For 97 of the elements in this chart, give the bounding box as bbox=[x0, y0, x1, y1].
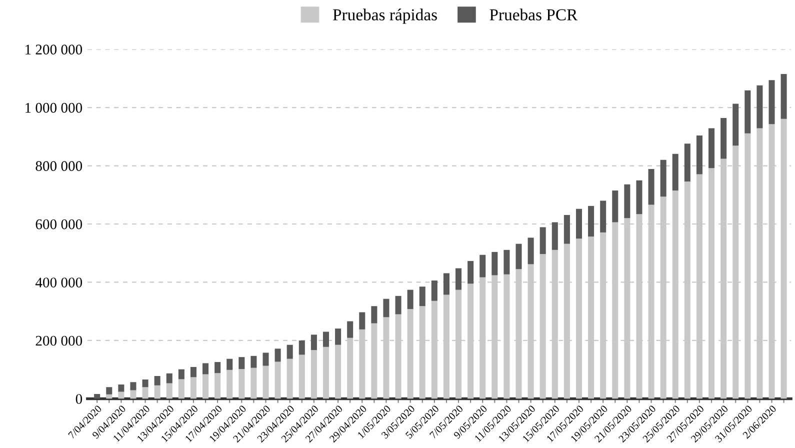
bar bbox=[190, 377, 196, 399]
bar bbox=[516, 244, 522, 270]
bar bbox=[298, 354, 305, 399]
bar bbox=[166, 383, 172, 399]
y-tick-label: 1 200 000 bbox=[26, 44, 82, 54]
bar bbox=[528, 238, 534, 264]
legend-label: Pruebas rápidas bbox=[332, 8, 437, 24]
bar bbox=[262, 366, 269, 399]
bar bbox=[347, 321, 354, 338]
bar bbox=[780, 74, 787, 119]
legend-label: Pruebas PCR bbox=[490, 8, 578, 20]
bar bbox=[335, 344, 342, 399]
bar bbox=[322, 332, 330, 347]
bar bbox=[250, 368, 257, 399]
bar bbox=[94, 394, 100, 399]
bar bbox=[190, 366, 196, 378]
bar bbox=[612, 222, 618, 399]
bar bbox=[780, 118, 787, 399]
y-tick-label: 600 000 bbox=[36, 219, 82, 230]
bar bbox=[178, 379, 184, 399]
bar bbox=[540, 254, 546, 399]
bar bbox=[431, 280, 438, 301]
bar bbox=[708, 128, 715, 168]
bar bbox=[226, 358, 233, 370]
bar bbox=[154, 385, 160, 399]
bar bbox=[238, 369, 245, 399]
bar bbox=[576, 238, 582, 399]
bar bbox=[708, 168, 715, 399]
bar bbox=[456, 268, 462, 290]
bar bbox=[202, 363, 209, 374]
bar bbox=[371, 306, 378, 324]
bar bbox=[744, 90, 751, 134]
bar bbox=[262, 352, 269, 366]
bar bbox=[407, 309, 414, 399]
bar bbox=[648, 168, 654, 205]
bar bbox=[696, 135, 702, 174]
bar bbox=[732, 104, 739, 146]
bar bbox=[214, 373, 221, 399]
bar bbox=[130, 382, 136, 390]
bar bbox=[274, 348, 281, 362]
bar bbox=[564, 214, 570, 244]
bar bbox=[672, 190, 678, 399]
bar bbox=[322, 346, 330, 399]
bar bbox=[238, 357, 245, 370]
bar bbox=[359, 312, 366, 330]
bar bbox=[684, 144, 690, 182]
bar bbox=[250, 356, 257, 368]
bar bbox=[106, 394, 112, 399]
bar bbox=[310, 334, 317, 350]
bar bbox=[468, 260, 474, 284]
bar bbox=[118, 384, 124, 392]
bar bbox=[660, 160, 666, 197]
y-tick-label: 800 000 bbox=[36, 161, 82, 171]
bar bbox=[419, 286, 426, 306]
bar bbox=[744, 133, 751, 399]
bar bbox=[720, 118, 727, 159]
bar bbox=[540, 227, 546, 254]
bar bbox=[154, 376, 160, 386]
y-tick-label: 1 000 000 bbox=[26, 102, 82, 113]
bar bbox=[588, 206, 594, 237]
bar bbox=[492, 252, 498, 276]
bar bbox=[768, 80, 775, 124]
bar bbox=[636, 180, 642, 214]
bar bbox=[600, 200, 606, 232]
y-tick-label: 0 bbox=[76, 394, 82, 404]
bar bbox=[202, 374, 209, 399]
bar bbox=[298, 340, 305, 355]
bar bbox=[504, 250, 510, 274]
bar bbox=[480, 254, 486, 278]
bar bbox=[142, 380, 148, 388]
bar bbox=[624, 184, 630, 218]
bar bbox=[226, 370, 233, 399]
bar bbox=[286, 358, 293, 399]
bar bbox=[443, 273, 450, 295]
bar bbox=[383, 298, 390, 318]
bar bbox=[310, 350, 317, 399]
bar bbox=[552, 222, 558, 250]
bar bbox=[130, 390, 136, 399]
bar bbox=[142, 387, 148, 399]
bar bbox=[286, 344, 293, 359]
bar bbox=[274, 362, 281, 399]
bar bbox=[756, 85, 763, 128]
bar bbox=[371, 323, 378, 399]
bar bbox=[335, 328, 342, 345]
bar bbox=[612, 190, 618, 222]
bar bbox=[672, 154, 678, 191]
bar bbox=[395, 296, 402, 314]
bar bbox=[576, 208, 582, 239]
y-tick-label: 400 000 bbox=[35, 278, 82, 288]
bar bbox=[118, 392, 124, 399]
bar bbox=[178, 369, 184, 380]
bar bbox=[407, 290, 414, 310]
bar bbox=[504, 274, 510, 399]
bar bbox=[106, 387, 112, 394]
bar bbox=[166, 373, 172, 384]
bar bbox=[214, 362, 221, 374]
y-tick-label: 200 000 bbox=[36, 336, 82, 346]
